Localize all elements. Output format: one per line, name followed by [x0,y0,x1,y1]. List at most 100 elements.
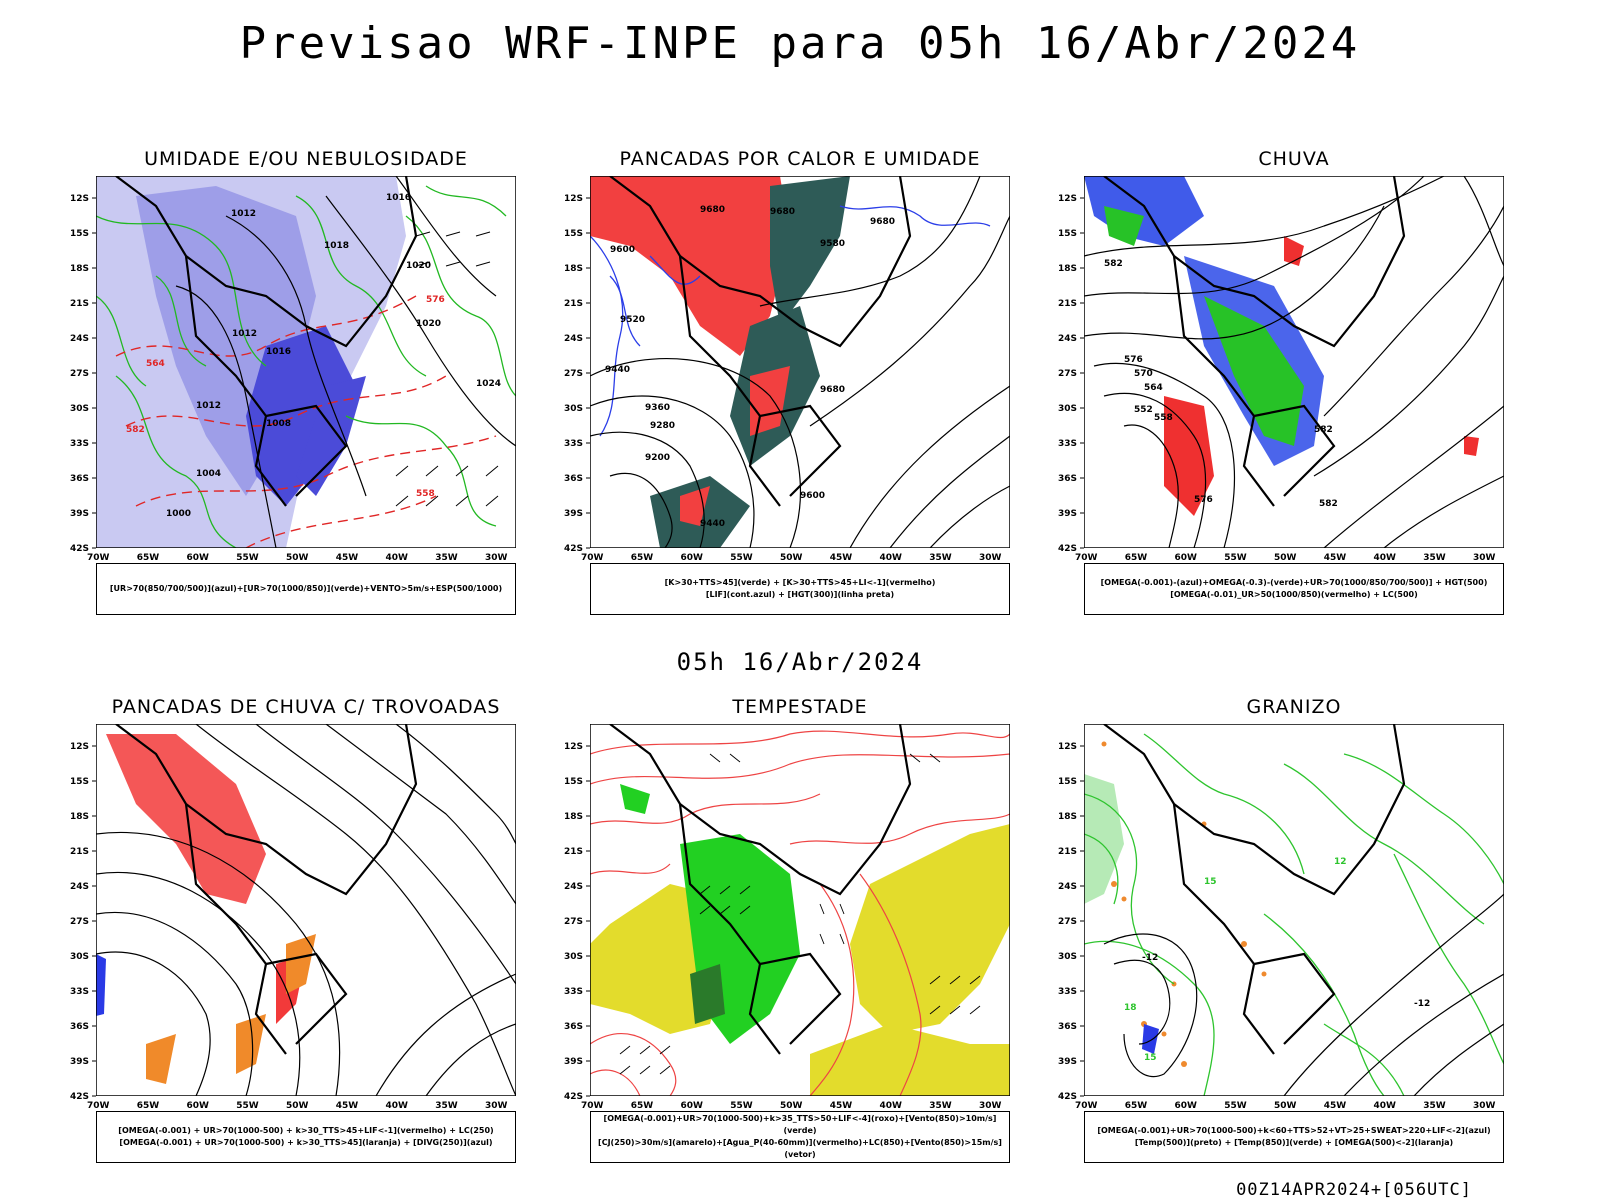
lon-tick-label: 45W [336,553,359,563]
lon-tick-label: 45W [1324,553,1347,563]
lat-tick-label: 21S [1058,299,1077,309]
run-time-footer: 00Z14APR2024+[056UTC] [1236,1180,1472,1200]
lon-tick-label: 60W [187,1101,210,1111]
svg-text:582: 582 [1104,259,1123,269]
svg-text:1020: 1020 [416,319,441,329]
svg-text:1024: 1024 [476,379,501,389]
svg-text:15: 15 [1204,877,1217,887]
lon-tick-label: 55W [1224,1101,1247,1111]
lon-tick-label: 55W [1224,553,1247,563]
lon-tick-label: 30W [485,1101,508,1111]
lon-tick-label: 35W [1423,553,1446,563]
caption-line: [OMEGA(-0.001)-(azul)+OMEGA(-0.3)-(verde… [1100,578,1488,587]
lat-tick-label: 30S [70,404,89,414]
lon-tick-label: 40W [1374,553,1397,563]
lon-tick-label: 30W [1473,1101,1496,1111]
svg-text:-12: -12 [1414,999,1430,1009]
lat-tick-label: 30S [564,952,583,962]
lat-tick-label: 39S [70,1057,89,1067]
caption-line: [OMEGA(-0.001)+UR>70(1000-500)+k<60+TTS>… [1097,1126,1491,1135]
caption-line: [OMEGA(-0.001) + UR>70(1000-500) + k>30_… [118,1126,494,1135]
lat-tick-label: 33S [564,439,583,449]
lon-tick-label: 60W [1175,1101,1198,1111]
svg-text:1012: 1012 [196,401,221,411]
lat-tick-label: 15S [1058,777,1077,787]
lon-tick-label: 60W [681,553,704,563]
lat-tick-label: 30S [1058,952,1077,962]
lon-tick-label: 30W [979,553,1002,563]
svg-text:552: 552 [1134,405,1153,415]
panel-title: UMIDADE E/OU NEBULOSIDADE [144,148,468,170]
lon-tick-label: 40W [1374,1101,1397,1111]
svg-text:9200: 9200 [645,453,670,463]
lon-tick-label: 45W [830,553,853,563]
svg-text:15: 15 [1144,1053,1157,1063]
svg-text:1018: 1018 [324,241,349,251]
lon-tick-label: 40W [386,1101,409,1111]
caption-line: [OMEGA(-0.001) + UR>70(1000-500) + k>30_… [119,1138,493,1147]
lon-tick-label: 70W [1075,553,1098,563]
lat-tick-label: 12S [70,742,89,752]
svg-text:9680: 9680 [870,217,895,227]
svg-text:1000: 1000 [166,509,191,519]
lat-tick-label: 42S [70,1092,89,1102]
lat-tick-label: 24S [564,334,583,344]
lat-tick-label: 12S [70,194,89,204]
svg-text:1016: 1016 [266,347,291,357]
svg-text:564: 564 [146,359,165,369]
lon-tick-label: 55W [236,1101,259,1111]
lat-tick-label: 15S [70,229,89,239]
panel-title: TEMPESTADE [732,696,868,718]
lon-tick-label: 40W [386,553,409,563]
svg-text:12: 12 [1334,857,1347,867]
svg-text:582: 582 [1319,499,1338,509]
svg-text:576: 576 [1124,355,1143,365]
lon-tick-label: 45W [830,1101,853,1111]
lat-tick-label: 12S [564,742,583,752]
svg-text:9520: 9520 [620,315,645,325]
lon-tick-label: 50W [286,1101,309,1111]
panel-title: GRANIZO [1246,696,1342,718]
caption-line: [OMEGA(-0.001)+UR>70(1000-500)+k>35_TTS>… [603,1114,997,1135]
svg-text:9680: 9680 [770,207,795,217]
lon-tick-label: 50W [1274,553,1297,563]
lat-tick-label: 15S [70,777,89,787]
map-pancadas-trovoadas: 12S 15S 18S 21S 24S 27S 30S 33S 36S 39S 42S 70W 65W 6… [70,724,516,1111]
lon-tick-label: 65W [631,1101,654,1111]
svg-text:1012: 1012 [232,329,257,339]
lat-tick-label: 33S [1058,439,1077,449]
map-tempestade: 12S 15S 18S 21S 24S 27S 30S 33S 36S 39S 42S 70W 65W 6… [564,724,1010,1111]
lat-tick-label: 42S [1058,1092,1077,1102]
lat-tick-label: 36S [564,474,583,484]
lat-tick-label: 27S [1058,369,1077,379]
lat-tick-label: 24S [1058,334,1077,344]
lat-tick-label: 18S [70,812,89,822]
lat-tick-label: 15S [564,777,583,787]
lat-tick-label: 39S [70,509,89,519]
lon-tick-label: 35W [435,1101,458,1111]
lat-tick-label: 39S [564,1057,583,1067]
caption-line: [LIF](cont.azul) + [HGT(300)](linha pret… [705,590,895,599]
svg-text:564: 564 [1144,383,1163,393]
lat-tick-label: 39S [564,509,583,519]
lat-tick-label: 21S [1058,847,1077,857]
lat-tick-label: 21S [564,299,583,309]
lon-tick-label: 35W [435,553,458,563]
lat-tick-label: 39S [1058,1057,1077,1067]
lon-tick-label: 65W [631,553,654,563]
svg-text:9580: 9580 [820,239,845,249]
svg-text:9600: 9600 [610,245,635,255]
map-pancadas-calor: 9680 9680 9680 9580 9600 9520 9440 9360 9280… [564,176,1010,563]
svg-text:9680: 9680 [820,385,845,395]
map-pancadas-calor-svg: 9680 9680 9680 9580 9600 9520 9440 9360 9280… [590,176,1010,548]
lat-tick-label: 36S [70,1022,89,1032]
lat-tick-label: 24S [1058,882,1077,892]
lat-tick-label: 36S [1058,474,1077,484]
lat-tick-label: 24S [70,334,89,344]
lat-tick-label: 21S [564,847,583,857]
svg-text:558: 558 [1154,413,1173,423]
lat-tick-label: 15S [564,229,583,239]
